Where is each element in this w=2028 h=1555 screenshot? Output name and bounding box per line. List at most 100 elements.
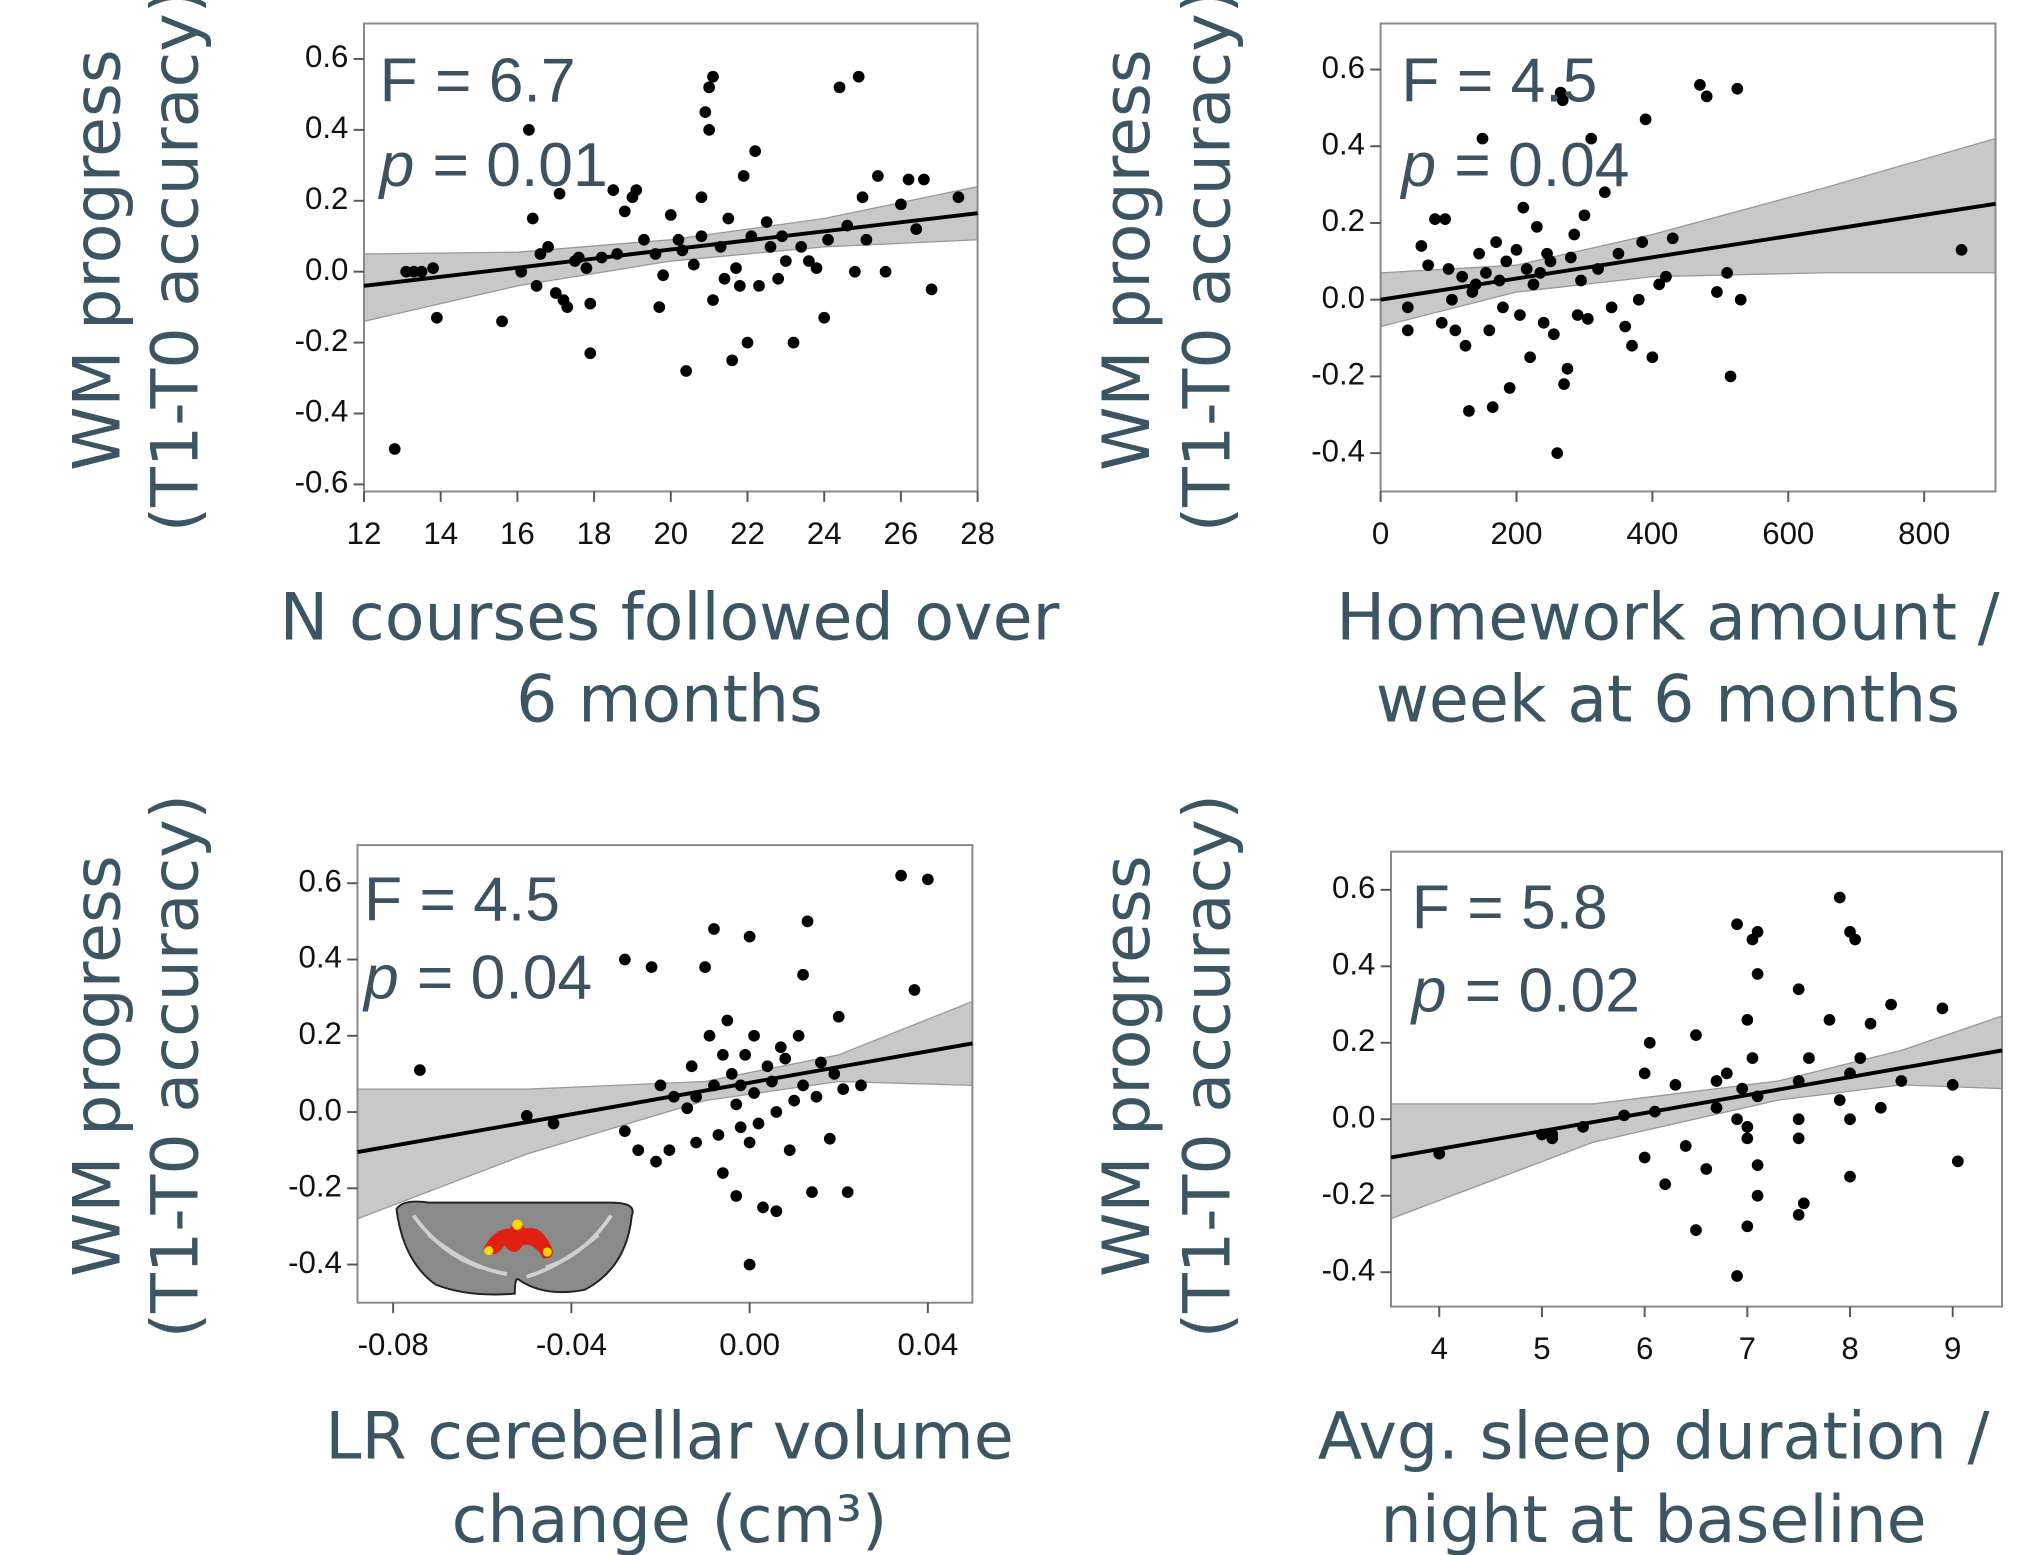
data-point [1735, 294, 1747, 306]
data-point [1752, 1190, 1764, 1202]
data-point [680, 365, 692, 377]
confidence-band [364, 187, 978, 322]
data-point [793, 1030, 805, 1042]
data-point [527, 213, 539, 225]
figure: -0.6-0.4-0.20.00.20.40.61214161820222426… [0, 0, 2028, 1555]
data-point [1793, 1113, 1805, 1125]
x-tick-label: 22 [730, 516, 765, 551]
data-point [699, 106, 711, 118]
data-point [903, 174, 915, 186]
stat-p: p= 0.04 [1399, 131, 1629, 200]
data-point [770, 1106, 782, 1118]
data-point [762, 1060, 774, 1072]
y-tick-label: -0.4 [1311, 433, 1365, 468]
data-point [515, 266, 527, 278]
y-tick-label: 0.2 [1332, 1023, 1375, 1058]
data-point [766, 1076, 778, 1088]
data-point [730, 1190, 742, 1202]
data-point [1660, 271, 1672, 283]
data-point [726, 354, 738, 366]
y-tick-label: 0.0 [305, 252, 348, 287]
stat-p-value: = 0.04 [1454, 131, 1629, 200]
y-tick-label: 0.0 [1322, 280, 1365, 315]
x-tick-label: 0.04 [897, 1327, 958, 1362]
x-tick-label: 16 [500, 516, 535, 551]
data-point [653, 301, 665, 313]
data-point [880, 266, 892, 278]
y-tick-label: 0.0 [299, 1092, 342, 1127]
data-point [1497, 302, 1509, 314]
data-point [668, 1091, 680, 1103]
data-point [721, 1015, 733, 1027]
data-point [926, 284, 938, 296]
data-point [1470, 279, 1482, 291]
data-point [872, 170, 884, 182]
y-tick-label: -0.2 [1311, 357, 1365, 392]
stat-p-symbol: p [362, 944, 399, 1013]
data-point [776, 230, 788, 242]
y-axis-label: (T1-T0 accuracy) [138, 0, 213, 532]
data-point [753, 1118, 765, 1130]
data-point [548, 1118, 560, 1130]
data-point [895, 870, 907, 882]
data-point [1558, 378, 1570, 390]
data-point [1546, 1133, 1558, 1145]
data-point [1500, 255, 1512, 267]
data-point [690, 1091, 702, 1103]
data-point [607, 184, 619, 196]
y-axis-label: (T1-T0 accuracy) [1171, 0, 1246, 532]
data-point [619, 206, 631, 218]
stat-p: p= 0.02 [1410, 957, 1640, 1026]
data-point [1731, 83, 1743, 95]
data-point [1824, 1014, 1836, 1026]
data-point [744, 1259, 756, 1271]
y-tick-label: -0.6 [295, 465, 349, 500]
data-point [681, 1102, 693, 1114]
data-point [922, 874, 934, 886]
data-point [630, 184, 642, 196]
data-point [1402, 325, 1414, 337]
y-tick-label: 0.4 [305, 110, 348, 145]
data-point [707, 71, 719, 83]
data-point [1690, 1224, 1702, 1236]
data-point [1849, 934, 1861, 946]
data-point [655, 1079, 667, 1091]
data-point [1640, 114, 1652, 126]
data-point [708, 1079, 720, 1091]
data-point [414, 1064, 426, 1076]
data-point [772, 273, 784, 285]
data-point [1619, 321, 1631, 333]
chart: -0.4-0.20.00.20.40.6456789F = 5.8p= 0.02… [1090, 794, 2002, 1555]
x-tick-label: 9 [1944, 1331, 1961, 1366]
data-point [596, 252, 608, 264]
stat-p: p= 0.04 [362, 944, 592, 1013]
data-point [1446, 294, 1458, 306]
data-point [1487, 401, 1499, 413]
data-point [1582, 313, 1594, 325]
data-point [1854, 1052, 1866, 1064]
x-axis-label: night at baseline [1381, 1483, 1927, 1555]
data-point [909, 984, 921, 996]
activation-peak [484, 1246, 493, 1255]
data-point [717, 1167, 729, 1179]
stat-f: F = 5.8 [1412, 873, 1608, 942]
data-point [1463, 405, 1475, 417]
data-point [748, 1087, 760, 1099]
data-point [717, 1049, 729, 1061]
data-point [837, 1083, 849, 1095]
stat-p-value: = 0.01 [433, 131, 608, 200]
data-point [811, 262, 823, 274]
data-point [815, 1057, 827, 1069]
x-tick-label: 800 [1898, 516, 1950, 551]
data-point [1844, 1171, 1856, 1183]
data-point [619, 954, 631, 966]
data-point [1456, 271, 1468, 283]
page: -0.6-0.4-0.20.00.20.40.61214161820222426… [0, 0, 2028, 1555]
data-point [1613, 248, 1625, 260]
data-point [1579, 209, 1591, 221]
data-point [1731, 918, 1743, 930]
data-point [1429, 213, 1441, 225]
data-point [664, 1144, 676, 1156]
data-point [699, 961, 711, 973]
